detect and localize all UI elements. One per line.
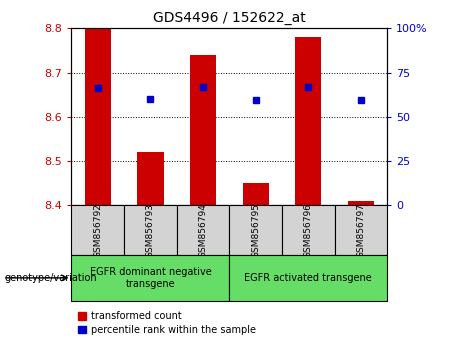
Text: GSM856797: GSM856797 xyxy=(356,202,366,258)
Bar xyxy=(137,152,164,205)
Bar xyxy=(177,205,229,255)
Text: GSM856792: GSM856792 xyxy=(93,202,102,258)
Bar xyxy=(242,183,269,205)
Bar xyxy=(282,205,335,255)
Bar xyxy=(229,205,282,255)
Bar xyxy=(348,201,374,205)
Bar xyxy=(295,37,321,205)
Bar xyxy=(335,205,387,255)
Legend: transformed count, percentile rank within the sample: transformed count, percentile rank withi… xyxy=(77,309,258,337)
Bar xyxy=(85,28,111,205)
Text: GSM856793: GSM856793 xyxy=(146,202,155,258)
Text: GSM856795: GSM856795 xyxy=(251,202,260,258)
Text: GSM856794: GSM856794 xyxy=(199,202,207,258)
Text: GSM856796: GSM856796 xyxy=(304,202,313,258)
Bar xyxy=(190,55,216,205)
Text: EGFR activated transgene: EGFR activated transgene xyxy=(244,273,372,283)
Bar xyxy=(124,205,177,255)
Title: GDS4496 / 152622_at: GDS4496 / 152622_at xyxy=(153,11,306,24)
Bar xyxy=(229,255,387,301)
Text: genotype/variation: genotype/variation xyxy=(5,273,97,283)
Bar xyxy=(71,255,229,301)
Text: EGFR dominant negative
transgene: EGFR dominant negative transgene xyxy=(89,267,211,289)
Bar xyxy=(71,205,124,255)
